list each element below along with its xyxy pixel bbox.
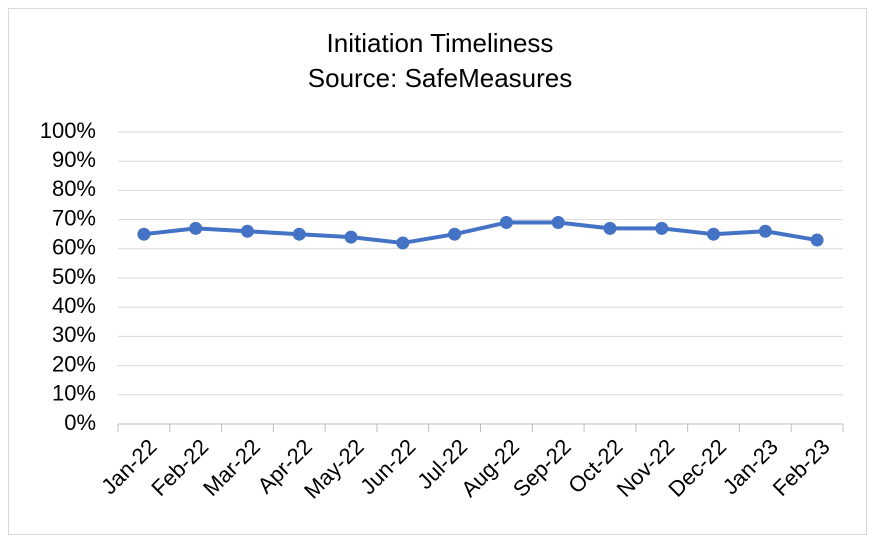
data-point <box>810 233 824 247</box>
y-tick-label: 0% <box>64 410 96 435</box>
y-tick-label: 90% <box>52 147 96 172</box>
data-point <box>655 221 669 235</box>
data-point <box>707 227 721 241</box>
data-point <box>499 216 513 230</box>
data-point <box>344 230 358 244</box>
data-point <box>189 221 203 235</box>
chart-border <box>8 8 867 535</box>
y-tick-label: 60% <box>52 235 96 260</box>
data-point <box>137 227 151 241</box>
y-tick-label: 20% <box>52 351 96 376</box>
y-tick-label: 70% <box>52 205 96 230</box>
y-tick-label: 100% <box>40 118 96 143</box>
chart-subtitle: Source: SafeMeasures <box>308 63 572 93</box>
y-tick-label: 10% <box>52 381 96 406</box>
series-line <box>143 220 818 245</box>
chart-title: Initiation Timeliness <box>327 28 554 58</box>
y-tick-label: 40% <box>52 293 96 318</box>
y-tick-label: 50% <box>52 264 96 289</box>
data-point <box>603 221 617 235</box>
data-point <box>758 224 772 238</box>
data-point <box>240 224 254 238</box>
data-point <box>292 227 306 241</box>
data-point <box>448 227 462 241</box>
data-point <box>396 236 410 250</box>
y-tick-label: 80% <box>52 176 96 201</box>
y-tick-label: 30% <box>52 322 96 347</box>
data-point <box>551 216 565 230</box>
